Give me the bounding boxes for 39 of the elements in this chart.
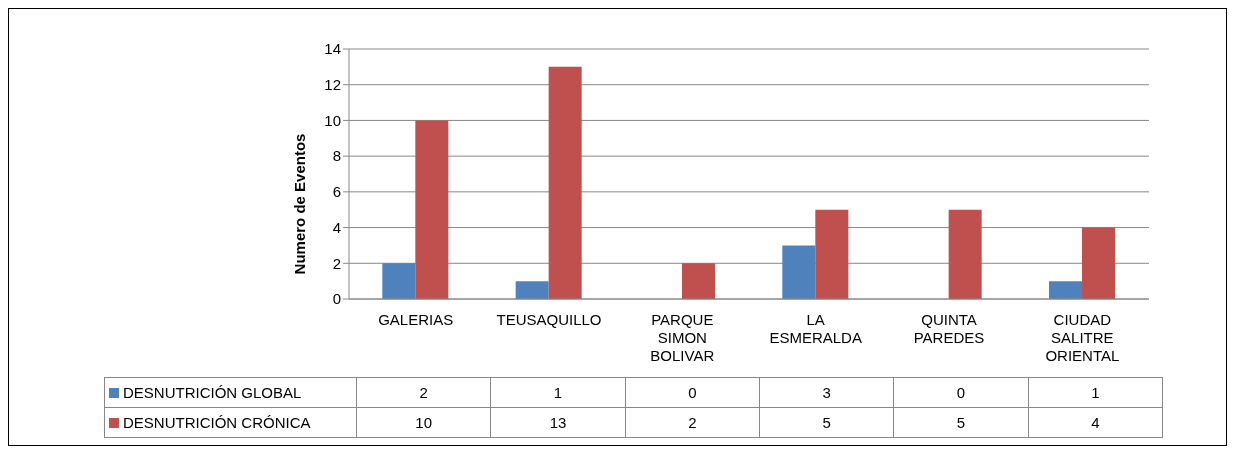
bar — [815, 209, 849, 299]
x-tick-label: LA ESMERALDA — [769, 311, 862, 346]
bar — [948, 209, 982, 299]
data-label: 10 — [356, 407, 491, 438]
bar — [548, 66, 582, 299]
legend-label: DESNUTRICIÓN GLOBAL — [123, 384, 302, 401]
data-label: 5 — [759, 407, 894, 438]
bar — [515, 281, 549, 299]
data-label: 5 — [893, 407, 1029, 438]
y-tick-label: 14 — [324, 40, 341, 58]
x-tick-label: GALERIAS — [378, 311, 454, 328]
data-label: 3 — [759, 377, 894, 408]
x-tick-label: CIUDAD SALITRE ORIENTAL — [1045, 311, 1120, 364]
y-tick-label: 12 — [324, 76, 341, 94]
bar — [1082, 227, 1115, 299]
y-axis-title: Numero de Eventos — [290, 133, 308, 275]
y-tick-label: 4 — [332, 218, 341, 236]
data-label: 4 — [1028, 407, 1163, 438]
y-tick-label: 2 — [332, 254, 341, 272]
data-label: 13 — [490, 407, 626, 438]
y-tick-label: 6 — [332, 183, 341, 201]
legend-label: DESNUTRICIÓN CRÓNICA — [123, 414, 311, 431]
data-label: 1 — [490, 377, 626, 408]
data-label: 2 — [356, 377, 491, 408]
data-label: 1 — [1028, 377, 1163, 408]
x-tick-label: PARQUE SIMON BOLIVAR — [650, 311, 715, 364]
y-tick-label: 0 — [332, 290, 341, 308]
bar — [415, 120, 449, 299]
x-tick-label: TEUSAQUILLO — [496, 311, 602, 328]
bar — [1049, 281, 1082, 299]
data-label: 0 — [625, 377, 760, 408]
bar — [382, 263, 416, 299]
y-tick-label: 8 — [332, 147, 341, 165]
bar — [682, 263, 715, 299]
bar — [782, 245, 816, 299]
data-label: 2 — [625, 407, 760, 438]
y-tick-label: 10 — [324, 111, 341, 129]
data-label: 0 — [893, 377, 1029, 408]
x-tick-label: QUINTA PAREDES — [913, 311, 985, 346]
